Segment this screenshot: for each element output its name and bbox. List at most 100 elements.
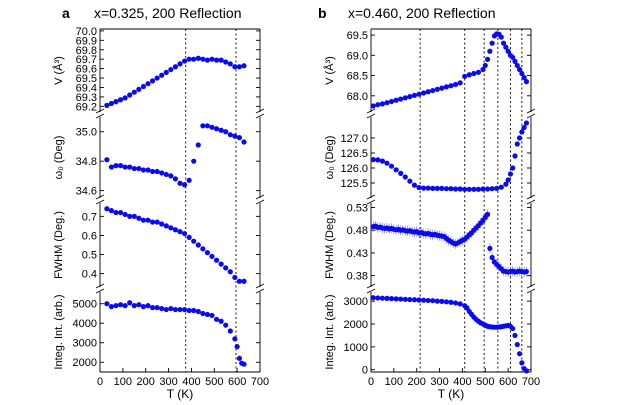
panel-intensity: 2000 3000 4000 5000 Integ. Int. (arb.): [53, 283, 265, 373]
data-point: [521, 124, 527, 131]
x-tick-label: 0: [97, 376, 103, 388]
data-point: [489, 254, 495, 261]
data-point: [393, 97, 399, 103]
data-point: [475, 69, 482, 75]
y-tick-label: 69.9: [76, 35, 97, 47]
data-point: [512, 332, 518, 339]
data-point: [232, 64, 238, 70]
panel-omega: 34.6 34.8 35.0 ω₀ (Deg): [53, 108, 265, 198]
data-point: [218, 127, 224, 133]
data-point: [200, 246, 206, 252]
data-point: [439, 298, 445, 304]
y-tick-label: 0.7: [82, 211, 97, 223]
y-tick-label: 69.6: [76, 64, 97, 76]
data-point: [122, 211, 128, 218]
data-point: [204, 57, 211, 63]
data-point: [113, 303, 119, 309]
data-point: [234, 344, 240, 350]
data-point: [213, 257, 220, 263]
axis-break-mark: [255, 283, 265, 289]
data-point: [425, 185, 431, 191]
data-point: [104, 102, 110, 108]
data-point: [471, 186, 477, 192]
y-tick-label: 69.0: [347, 50, 368, 62]
data-point: [523, 268, 530, 275]
y-tick-label: 126.5: [340, 148, 368, 160]
x-tick-label: 400: [182, 376, 200, 388]
y-tick-label: 0.48: [347, 225, 368, 237]
data-point: [484, 56, 491, 62]
data-point: [113, 163, 119, 169]
data-point: [136, 302, 142, 308]
x-tick-label: 100: [385, 376, 403, 388]
data-point: [236, 278, 243, 284]
data-point: [149, 78, 156, 84]
data-point: [402, 95, 408, 101]
data-point: [108, 208, 115, 214]
data-point: [420, 297, 427, 303]
chart-title-a: x=0.325, 200 Reflection: [94, 5, 242, 21]
data-point: [434, 298, 440, 304]
data-point: [168, 305, 174, 312]
y-tick-label: 68.5: [347, 71, 368, 83]
data-point: [411, 182, 418, 188]
data-point: [159, 72, 165, 78]
data-point: [159, 305, 165, 312]
data-point: [117, 209, 124, 216]
data-point: [149, 168, 156, 175]
data-point: [443, 186, 450, 192]
y-axis-label: ω₀ (Deg): [324, 136, 336, 180]
data-point: [430, 185, 436, 191]
data-point: [104, 301, 110, 307]
data-point: [388, 296, 395, 302]
data-point: [191, 56, 197, 62]
data-point: [218, 318, 224, 324]
data-point: [108, 100, 115, 107]
data-point: [131, 165, 137, 172]
data-point: [375, 102, 381, 108]
data-point: [452, 81, 459, 88]
data-point: [136, 165, 142, 172]
y-axis-label: Integ. Int. (arb.): [324, 294, 336, 369]
data-point: [523, 79, 530, 85]
axis-break-mark: [366, 194, 376, 200]
data-point: [136, 215, 142, 221]
data-point: [510, 165, 516, 171]
y-tick-label: 69.8: [76, 45, 97, 57]
x-tick-label: 600: [228, 376, 246, 388]
axis-break-mark: [95, 113, 105, 119]
data-point: [489, 186, 495, 192]
x-tick-label: 600: [499, 376, 517, 388]
data-point: [186, 234, 192, 240]
data-point: [177, 229, 183, 235]
data-point: [241, 63, 247, 69]
data-point: [487, 245, 493, 252]
panel-letter-a: a: [62, 5, 70, 21]
data-point: [411, 297, 418, 303]
y-tick-label: 34.8: [76, 156, 97, 168]
data-point: [384, 160, 390, 166]
y-axis-label: FWHM (Deg.): [53, 211, 65, 279]
data-point: [213, 57, 220, 63]
data-point: [113, 209, 119, 216]
data-point: [140, 304, 147, 310]
data-point: [223, 265, 229, 271]
axis-break-mark: [255, 108, 265, 114]
data-point: [398, 96, 404, 102]
data-point: [168, 225, 174, 231]
data-point: [181, 58, 188, 64]
data-point: [232, 133, 238, 139]
data-point: [430, 87, 436, 94]
data-point: [416, 91, 422, 97]
y-axis-label: FWHM (Deg.): [324, 211, 336, 279]
data-point: [127, 164, 133, 170]
data-point: [168, 173, 174, 179]
x-tick-label: 500: [476, 376, 494, 388]
data-point: [452, 300, 459, 306]
axis-break-mark: [366, 108, 376, 114]
y-tick-label: 127.0: [340, 133, 368, 145]
y-tick-label: 126.0: [340, 163, 368, 175]
x-axis-label-b: T (K): [438, 387, 464, 401]
data-point: [505, 48, 511, 54]
